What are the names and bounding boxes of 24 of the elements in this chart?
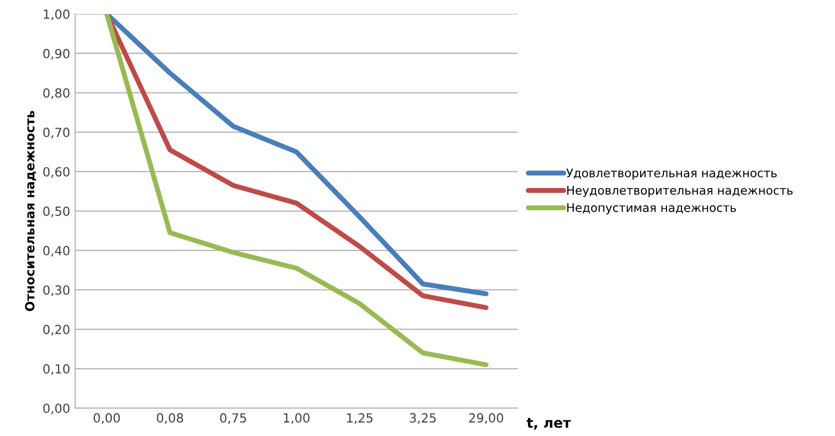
y-tick-label: 0,60 (43, 167, 70, 178)
legend-label: Удовлетворительная надежность (566, 168, 777, 180)
y-axis-title: Относительная надежность (25, 110, 36, 312)
y-tick-label: 0,30 (43, 285, 70, 296)
legend-label: Неудовлетворительная надежность (567, 186, 793, 198)
x-tick-label: 0,08 (156, 413, 184, 424)
x-axis-title: t, лет (526, 418, 571, 430)
x-tick-label: 3,25 (410, 413, 436, 424)
y-tick-label: 0,00 (43, 404, 70, 414)
y-tick-label: 1,00 (44, 9, 70, 20)
y-tick-label: 0,90 (43, 48, 70, 60)
y-tick-label: 0,10 (43, 364, 70, 375)
x-tick-label: 29,00 (469, 413, 504, 424)
x-tick-label: 0,75 (220, 413, 246, 424)
legend-label: Недопустимая надежность (567, 203, 736, 214)
line-series (104, 14, 489, 368)
y-tick-label: 0,20 (43, 324, 70, 336)
x-tick-label: 0,00 (94, 413, 120, 424)
x-tick-label: 1,00 (284, 413, 310, 424)
y-tick-label: 0,40 (43, 246, 70, 257)
y-tick-label: 0,50 (43, 206, 70, 218)
y-tick-label: 0,80 (43, 88, 70, 99)
y-tick-label: 0,70 (43, 128, 70, 138)
x-tick-label: 1,25 (347, 413, 372, 424)
